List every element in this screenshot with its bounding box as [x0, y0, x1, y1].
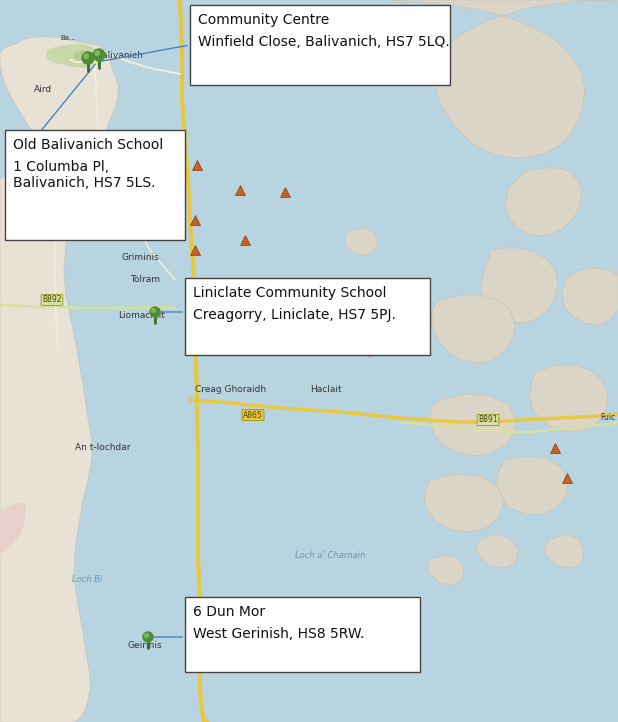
Bar [185, 278, 430, 355]
Text: Liniclate Community School: Liniclate Community School [193, 286, 386, 300]
Text: Loch Bi: Loch Bi [72, 575, 103, 585]
Text: A865: A865 [243, 411, 263, 419]
Polygon shape [430, 394, 516, 456]
Text: Aird: Aird [34, 85, 52, 95]
Polygon shape [424, 474, 504, 532]
Text: Griminis: Griminis [122, 253, 159, 263]
Circle shape [143, 632, 153, 642]
Text: Geirinis: Geirinis [128, 640, 163, 650]
Text: Haclait: Haclait [310, 386, 342, 394]
Polygon shape [427, 555, 464, 585]
Polygon shape [476, 534, 518, 568]
Text: An t-Iochdar: An t-Iochdar [75, 443, 130, 453]
Circle shape [82, 52, 94, 64]
Polygon shape [0, 158, 92, 722]
Polygon shape [0, 502, 26, 554]
Polygon shape [345, 228, 378, 256]
Polygon shape [562, 268, 618, 325]
Text: Community Centre: Community Centre [198, 13, 329, 27]
Polygon shape [46, 44, 100, 68]
Circle shape [84, 54, 88, 58]
Polygon shape [544, 534, 584, 568]
Text: Creagorry, Liniclate, HS7 5PJ.: Creagorry, Liniclate, HS7 5PJ. [193, 308, 396, 322]
Text: Balivanich: Balivanich [96, 51, 143, 59]
Bar [5, 130, 185, 240]
Text: Ba...: Ba... [60, 35, 76, 41]
Polygon shape [74, 50, 95, 63]
Polygon shape [530, 365, 608, 432]
Text: Fuic: Fuic [600, 414, 616, 422]
Polygon shape [496, 456, 568, 514]
Polygon shape [482, 248, 558, 323]
Polygon shape [390, 0, 618, 158]
Text: B891: B891 [478, 415, 497, 425]
Text: Tolram: Tolram [130, 276, 160, 284]
Circle shape [95, 51, 99, 56]
Bar [190, 5, 450, 85]
Circle shape [145, 634, 148, 638]
Text: West Gerinish, HS8 5RW.: West Gerinish, HS8 5RW. [193, 627, 365, 641]
Polygon shape [506, 168, 582, 236]
Polygon shape [0, 37, 118, 147]
Text: 6 Dun Mor: 6 Dun Mor [193, 605, 265, 619]
Polygon shape [432, 295, 515, 363]
Circle shape [151, 308, 155, 313]
Text: Creag Ghoraidh: Creag Ghoraidh [195, 386, 266, 394]
Text: Liomacleit: Liomacleit [118, 310, 165, 320]
Circle shape [150, 307, 160, 317]
Text: Old Balivanich School: Old Balivanich School [13, 138, 163, 152]
Text: 1 Columba Pl,
Balivanich, HS7 5LS.: 1 Columba Pl, Balivanich, HS7 5LS. [13, 160, 156, 190]
Text: B892: B892 [42, 295, 62, 305]
Text: Winfield Close, Balivanich, HS7 5LQ.: Winfield Close, Balivanich, HS7 5LQ. [198, 35, 450, 49]
Circle shape [93, 49, 105, 61]
Text: Na h-Eileanan Siar: Na h-Eileanan Siar [305, 339, 376, 360]
Polygon shape [354, 286, 390, 318]
Text: Loch a’ Charnain: Loch a’ Charnain [295, 550, 365, 560]
Bar [185, 597, 420, 672]
